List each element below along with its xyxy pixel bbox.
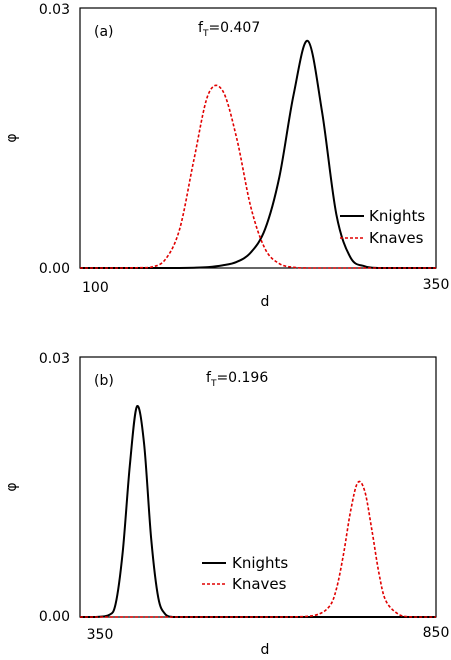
x-axis-label-a: d xyxy=(261,294,270,310)
legend-label-knaves-a: Knaves xyxy=(369,229,424,247)
x-axis-label-b: d xyxy=(261,642,270,658)
legend-b: Knights Knaves xyxy=(202,554,288,593)
x-tick-label-left-a: 100 xyxy=(82,280,109,296)
panel-a: 0.03 0.00 100 350 d φ (a) fT=0.407 Knigh… xyxy=(4,2,449,310)
x-tick-label-right-a: 350 xyxy=(423,277,450,293)
plot-frame-a xyxy=(79,7,437,269)
x-tick-label-left-b: 350 xyxy=(87,627,114,643)
y-tick-label-top-b: 0.03 xyxy=(39,351,70,367)
panel-label-b: (b) xyxy=(94,373,114,389)
series-line-knaves-a xyxy=(80,84,436,269)
panel-b: 0.03 0.00 350 850 d φ (b) fT=0.196 Knigh… xyxy=(4,351,449,658)
legend-label-knights-a: Knights xyxy=(369,207,425,225)
panel-label-a: (a) xyxy=(94,24,114,40)
legend-a: Knights Knaves xyxy=(340,207,425,247)
y-axis-label-b: φ xyxy=(4,482,20,491)
series-lines-a xyxy=(80,39,436,269)
legend-label-knights-b: Knights xyxy=(232,554,288,572)
y-axis-label-a: φ xyxy=(4,133,20,142)
annotation-fT-b: fT=0.196 xyxy=(206,370,268,389)
series-line-knaves-b xyxy=(80,480,436,618)
x-tick-label-right-b: 850 xyxy=(423,625,450,641)
y-tick-label-top-a: 0.03 xyxy=(39,2,70,18)
y-tick-label-bottom-a: 0.00 xyxy=(39,261,70,277)
annotation-fT-a: fT=0.407 xyxy=(198,20,260,39)
series-lines-b xyxy=(80,405,436,618)
legend-label-knaves-b: Knaves xyxy=(232,575,287,593)
y-tick-label-bottom-b: 0.00 xyxy=(39,609,70,625)
